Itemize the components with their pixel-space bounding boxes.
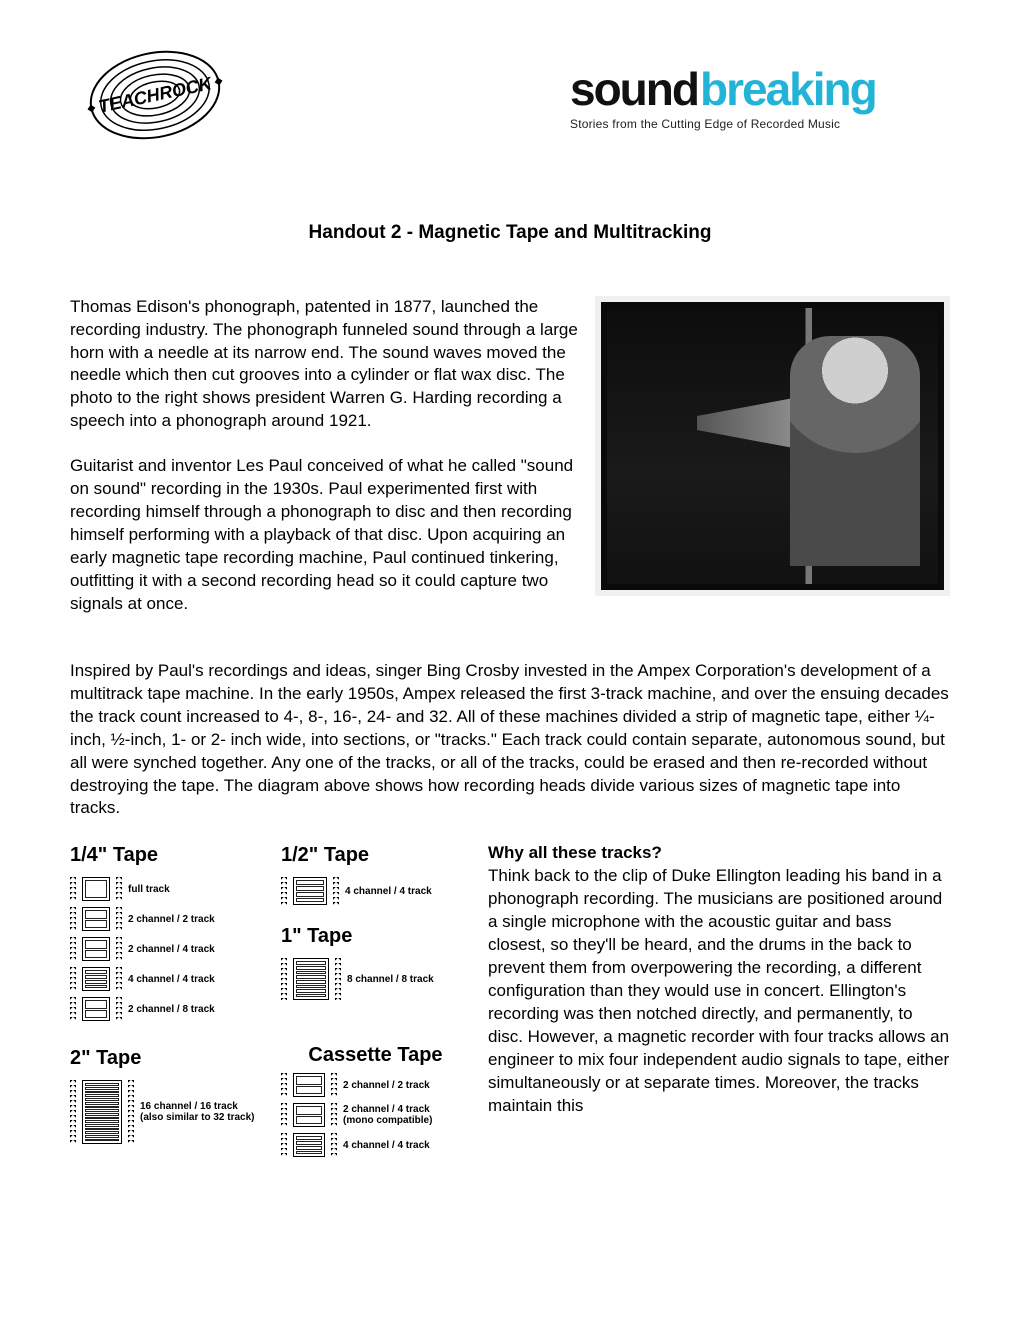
tape-label: 16 channel / 16 track (also similar to 3… bbox=[140, 1101, 255, 1124]
page-header: TEACHROCK soundbreaking Stories from the… bbox=[70, 40, 950, 150]
harding-photo bbox=[595, 296, 950, 596]
tape-tracks-diagram: 1/4" Tape full track 2 channel / 2 track 2… bbox=[70, 842, 470, 1163]
tape-label: full track bbox=[128, 884, 170, 896]
tape-label: 2 channel / 4 track (mono compatible) bbox=[343, 1104, 432, 1127]
paragraph-4: Think back to the clip of Duke Ellington… bbox=[488, 866, 949, 1114]
tape-label: 2 channel / 2 track bbox=[343, 1080, 430, 1092]
tape-label: 2 channel / 8 track bbox=[128, 1004, 215, 1016]
tape-label: 2 channel / 4 track bbox=[128, 944, 215, 956]
tape-row: 2 channel / 4 track bbox=[70, 937, 259, 961]
logo-text-sound: sound bbox=[570, 58, 698, 120]
tape-row: 2 channel / 8 track bbox=[70, 997, 259, 1021]
logo-text-breaking: breaking bbox=[700, 58, 876, 120]
tape-label: 2 channel / 2 track bbox=[128, 914, 215, 926]
tape-row: 4 channel / 4 track bbox=[281, 877, 470, 905]
tape-label: 4 channel / 4 track bbox=[343, 1140, 430, 1152]
paragraph-3: Inspired by Paul's recordings and ideas,… bbox=[70, 660, 950, 821]
tape-row: 2 channel / 4 track (mono compatible) bbox=[281, 1103, 470, 1127]
diagram-header: 1" Tape bbox=[281, 923, 470, 950]
teachrock-logo: TEACHROCK bbox=[70, 40, 240, 150]
column-whytracks: Why all these tracks? Think back to the … bbox=[488, 842, 950, 1163]
diagram-col-cassette: Cassette Tape 2 channel / 2 track 2 chann… bbox=[281, 1045, 470, 1163]
diagram-col-two: 2" Tape 16 channel / 16 track (also simi… bbox=[70, 1045, 259, 1163]
tape-label: 4 channel / 4 track bbox=[345, 886, 432, 898]
diagram-header: 2" Tape bbox=[70, 1045, 259, 1072]
soundbreaking-logo: soundbreaking Stories from the Cutting E… bbox=[570, 58, 950, 132]
tape-row: 2 channel / 2 track bbox=[70, 907, 259, 931]
diagram-header: 1/2" Tape bbox=[281, 842, 470, 869]
page-title: Handout 2 - Magnetic Tape and Multitrack… bbox=[70, 220, 950, 246]
tape-row: 8 channel / 8 track bbox=[281, 958, 470, 1000]
diagram-header: 1/4" Tape bbox=[70, 842, 259, 869]
logo-subtitle: Stories from the Cutting Edge of Recorde… bbox=[570, 116, 950, 132]
diagram-col-quarter: 1/4" Tape full track 2 channel / 2 track 2… bbox=[70, 842, 259, 1027]
section-diagram-text: 1/4" Tape full track 2 channel / 2 track 2… bbox=[70, 842, 950, 1163]
tape-row: 2 channel / 2 track bbox=[281, 1073, 470, 1097]
tape-row: full track bbox=[70, 877, 259, 901]
tape-row: 4 channel / 4 track bbox=[70, 967, 259, 991]
tape-label: 8 channel / 8 track bbox=[347, 974, 434, 986]
diagram-header: Cassette Tape bbox=[281, 1045, 470, 1065]
tape-label: 4 channel / 4 track bbox=[128, 974, 215, 986]
tape-row: 4 channel / 4 track bbox=[281, 1133, 470, 1157]
diagram-col-half: 1/2" Tape 4 channel / 4 track 1" Tape 8 … bbox=[281, 842, 470, 1027]
tape-row: 16 channel / 16 track (also similar to 3… bbox=[70, 1080, 259, 1144]
subheading: Why all these tracks? bbox=[488, 843, 662, 862]
section-intro: Thomas Edison's phonograph, patented in … bbox=[70, 296, 950, 638]
